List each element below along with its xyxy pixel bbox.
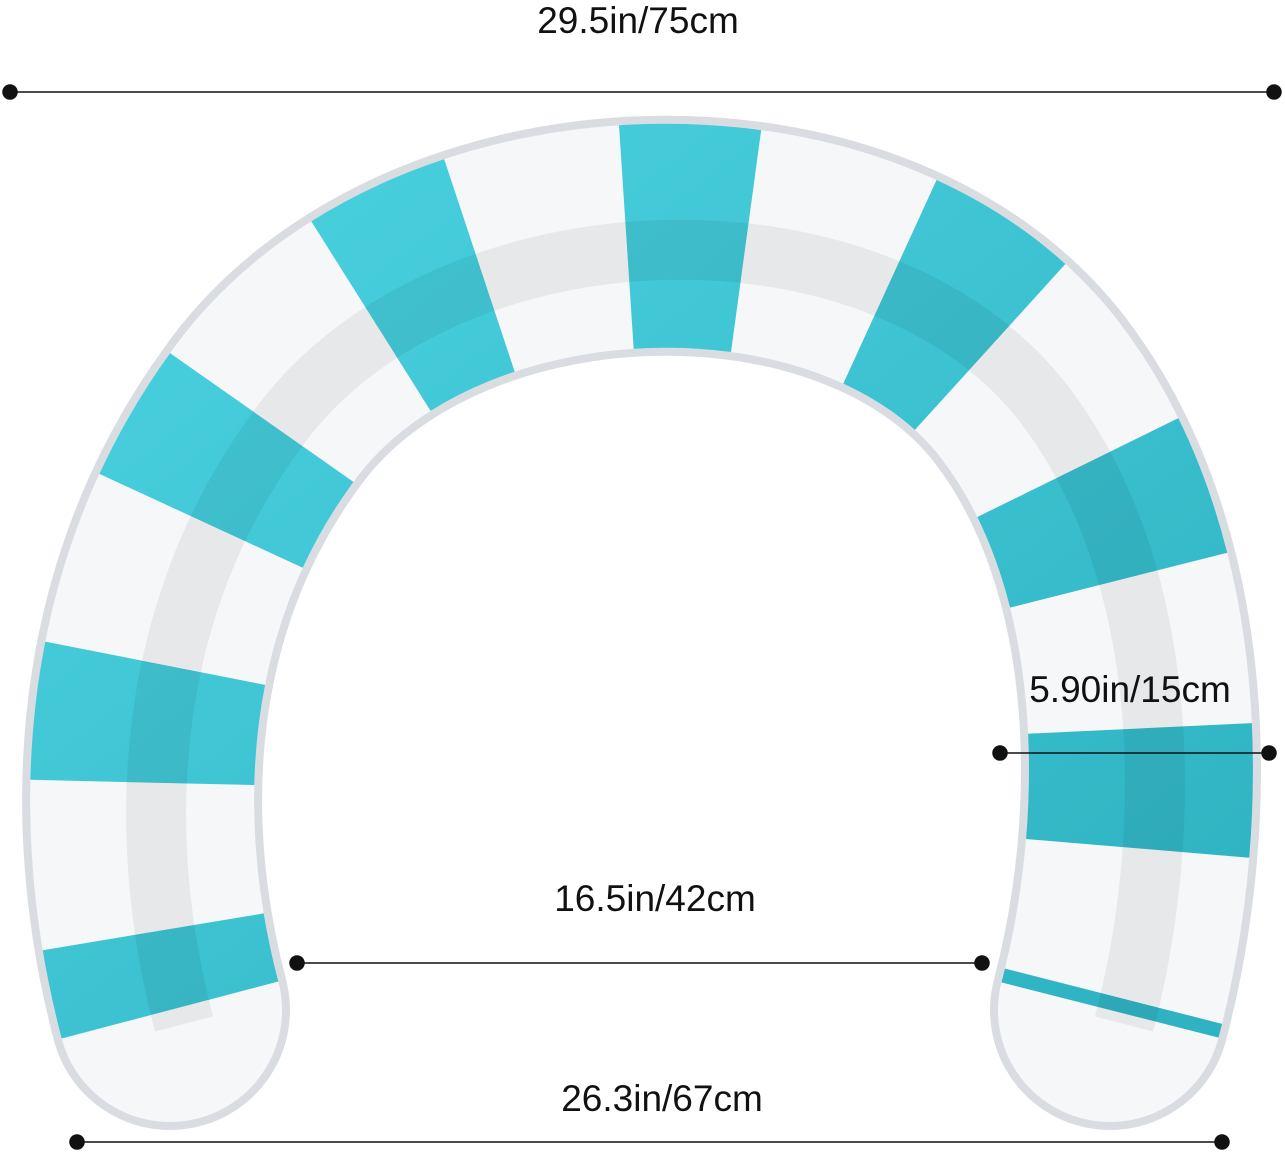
dimension-line-base-width xyxy=(69,1134,1230,1150)
float-stripes xyxy=(30,123,1253,1039)
float-tube xyxy=(22,115,1261,1130)
overall-width-label: 29.5in/75cm xyxy=(537,0,739,41)
dimension-line-tube-diameter xyxy=(992,745,1277,761)
dimension-line-inner-opening xyxy=(289,955,990,971)
tube-diameter-label: 5.90in/15cm xyxy=(1029,669,1231,710)
dimension-line-overall-width xyxy=(2,84,1282,100)
inner-opening-label: 16.5in/42cm xyxy=(554,878,756,919)
base-width-label: 26.3in/67cm xyxy=(561,1078,763,1119)
